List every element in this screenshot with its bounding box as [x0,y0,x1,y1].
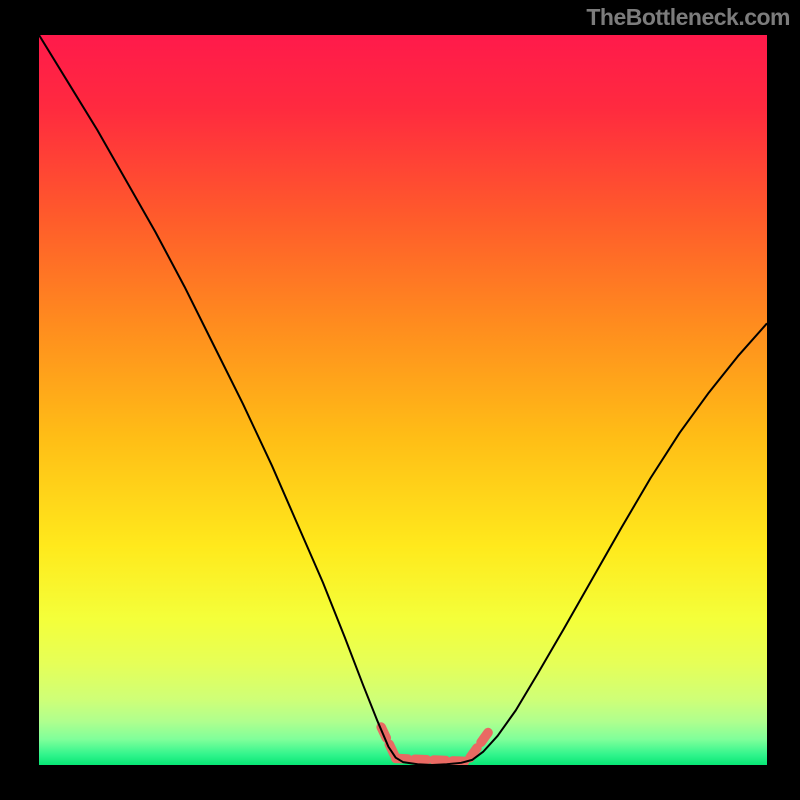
chart-frame: TheBottleneck.com [0,0,800,800]
watermark-text: TheBottleneck.com [586,4,790,31]
gradient-background [39,35,767,765]
bottleneck-curve-plot [39,35,767,765]
